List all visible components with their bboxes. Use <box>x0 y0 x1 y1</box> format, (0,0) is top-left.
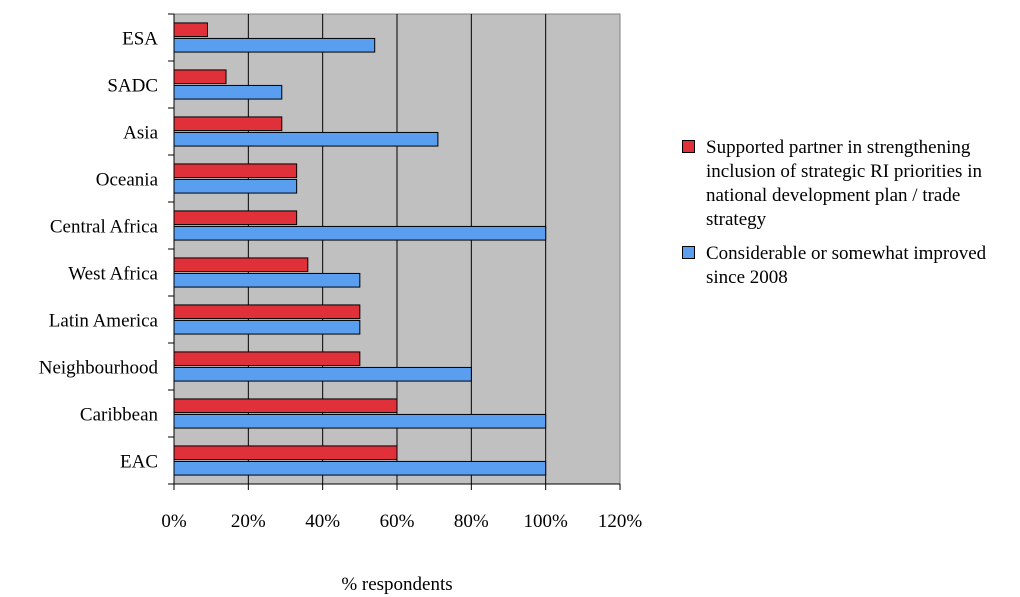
x-tick-label: 0% <box>161 511 187 532</box>
x-tick-label: 100% <box>524 511 569 532</box>
bar-improved-sadc <box>173 84 283 100</box>
category-label-west-africa: West Africa <box>68 264 158 285</box>
legend-swatch-red <box>682 140 695 153</box>
bar-supported-partner-oceania <box>173 163 298 179</box>
bar-supported-partner-latin-america <box>173 304 361 320</box>
category-labels: ESA SADC Asia Oceania Central Africa West Afr… <box>39 29 159 473</box>
bar-improved-west-africa <box>173 272 361 288</box>
category-label-esa: ESA <box>122 29 158 50</box>
bar-supported-partner-central-africa <box>173 210 298 226</box>
category-label-caribbean: Caribbean <box>80 405 159 426</box>
legend: Supported partner in strengthening inclu… <box>682 136 1012 300</box>
bar-supported-partner-caribbean <box>173 398 398 414</box>
x-tick-labels: 0% 20% 40% 60% 80% 100% 120% <box>161 511 642 532</box>
bar-supported-partner-esa <box>173 22 208 38</box>
legend-swatch-blue <box>682 246 695 259</box>
x-tick-label: 80% <box>454 511 489 532</box>
bar-supported-partner-eac <box>173 445 398 461</box>
bars <box>173 22 547 476</box>
category-label-latin-america: Latin America <box>49 311 159 332</box>
legend-label: Supported partner in strengthening inclu… <box>706 137 982 230</box>
bar-improved-caribbean <box>173 413 547 429</box>
category-label-oceania: Oceania <box>96 170 159 191</box>
bar-improved-neighbourhood <box>173 366 472 382</box>
x-tick-label: 60% <box>380 511 415 532</box>
legend-item-series-2: Considerable or somewhat improved since … <box>682 242 1012 290</box>
category-label-central-africa: Central Africa <box>50 217 159 238</box>
legend-item-series-1: Supported partner in strengthening inclu… <box>682 136 1012 232</box>
x-tick-label: 40% <box>305 511 340 532</box>
bar-supported-partner-west-africa <box>173 257 309 273</box>
bar-supported-partner-sadc <box>173 69 227 85</box>
x-axis-title: % respondents <box>341 574 452 595</box>
bar-improved-central-africa <box>173 225 547 241</box>
bar-improved-latin-america <box>173 319 361 335</box>
category-label-sadc: SADC <box>107 76 158 97</box>
bar-improved-eac <box>173 460 547 476</box>
category-label-neighbourhood: Neighbourhood <box>39 358 159 379</box>
x-tick-label: 20% <box>231 511 266 532</box>
axes <box>168 13 621 490</box>
bar-supported-partner-neighbourhood <box>173 351 361 367</box>
bar-improved-oceania <box>173 178 298 194</box>
category-label-asia: Asia <box>123 123 158 144</box>
legend-label: Considerable or somewhat improved since … <box>706 243 987 288</box>
x-tick-label: 120% <box>598 511 643 532</box>
bar-improved-asia <box>173 131 439 147</box>
bar-improved-esa <box>173 37 376 53</box>
bar-supported-partner-asia <box>173 116 283 132</box>
category-label-eac: EAC <box>120 452 158 473</box>
